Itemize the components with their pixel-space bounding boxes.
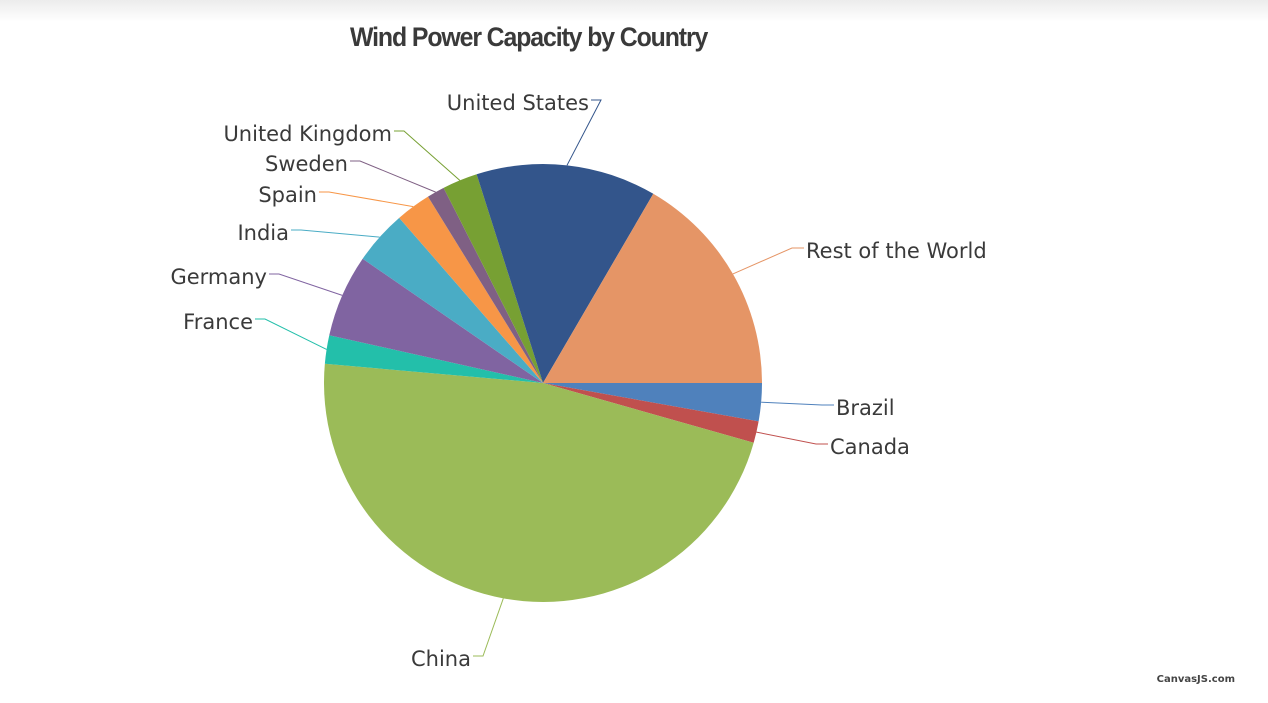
pie-slice-rest-of-the-world[interactable] <box>543 193 762 383</box>
leader-line-canada <box>756 431 828 445</box>
leader-line-united-states <box>566 99 602 166</box>
pie-label-canada: Canada <box>830 435 910 459</box>
pie-slice-united-kingdom[interactable] <box>443 174 543 383</box>
pie-slice-sweden[interactable] <box>427 187 543 383</box>
leader-line-france <box>255 318 327 350</box>
pie-label-united-kingdom: United Kingdom <box>223 122 392 146</box>
top-shade <box>0 0 1268 22</box>
pie-label-brazil: Brazil <box>836 396 895 420</box>
pie-label-india: India <box>237 221 289 245</box>
leader-line-brazil <box>761 401 834 406</box>
leader-line-china <box>473 598 504 657</box>
pie-slices <box>324 164 762 602</box>
pie-slice-china[interactable] <box>324 363 754 602</box>
leader-line-germany <box>269 273 343 296</box>
pie-slice-canada[interactable] <box>543 383 759 443</box>
pie-leader-lines <box>255 99 834 657</box>
leader-line-united-kingdom <box>394 130 461 181</box>
pie-slice-united-states[interactable] <box>476 164 654 383</box>
pie-label-rest-of-the-world: Rest of the World <box>806 239 987 263</box>
pie-slice-brazil[interactable] <box>543 383 762 422</box>
pie-labels: Brazil Canada China France Germany India Spain… <box>170 91 986 671</box>
pie-slice-france[interactable] <box>324 335 543 383</box>
leader-line-spain <box>319 191 414 208</box>
pie-slice-germany[interactable] <box>329 258 543 383</box>
pie-label-united-states: United States <box>447 91 589 115</box>
pie-label-france: France <box>183 310 253 334</box>
chart-title: Wind Power Capacity by Country <box>350 22 708 52</box>
pie-label-sweden: Sweden <box>265 152 348 176</box>
leader-line-india <box>291 229 380 238</box>
pie-label-germany: Germany <box>170 265 267 289</box>
pie-slice-india[interactable] <box>362 217 543 383</box>
leader-line-sweden <box>350 160 436 193</box>
chart-credit[interactable]: CanvasJS.com <box>1156 674 1235 685</box>
leader-line-rest-of-the-world <box>732 247 804 275</box>
pie-slice-spain[interactable] <box>399 196 543 383</box>
pie-label-spain: Spain <box>258 183 317 207</box>
pie-label-china: China <box>411 647 471 671</box>
